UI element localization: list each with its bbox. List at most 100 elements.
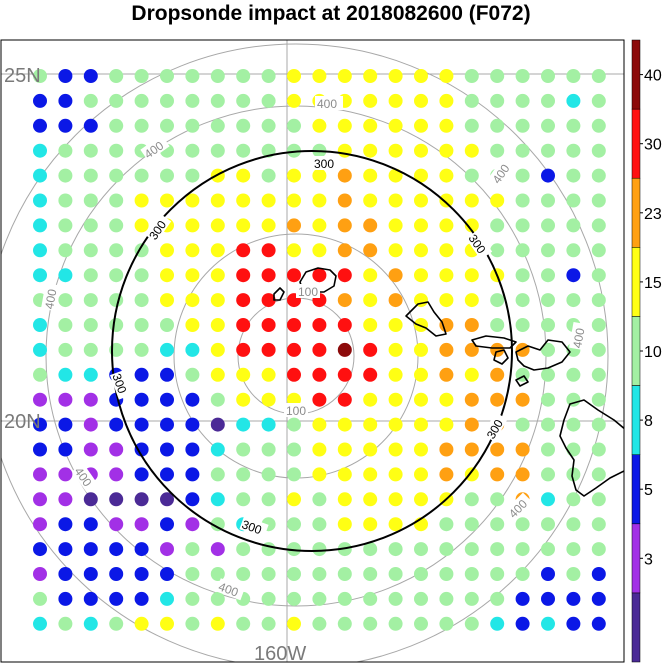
impact-dot [388,517,403,532]
impact-dot [414,69,428,83]
impact-dot [388,542,403,557]
impact-dot [566,517,581,532]
impact-dot [58,118,73,133]
impact-dot [566,243,581,258]
impact-dot [236,392,251,407]
impact-dot [160,492,174,507]
impact-dot [515,293,530,308]
impact-dot [464,367,479,382]
impact-dot [83,392,98,407]
impact-dot [541,268,555,283]
impact-dot [464,492,479,507]
impact-dot [134,591,149,606]
impact-dot [210,69,225,83]
impact-dot [414,193,428,208]
colorbar-tick-label: 40 [644,68,662,85]
impact-dot [312,318,327,332]
impact-dot [261,616,276,631]
impact-dot [464,542,479,557]
impact-dot [439,268,454,283]
impact-dot [261,69,276,83]
impact-dot [287,417,301,432]
impact-dot [541,168,555,183]
impact-dot [236,417,251,432]
colorbar-tick-label: 30 [644,137,662,154]
impact-dot [541,467,555,482]
impact-dot [388,243,403,258]
impact-dot [261,442,276,457]
colorbar-box [631,592,641,663]
impact-dot [464,268,479,283]
impact-dot [515,392,530,407]
impact-dot [185,168,200,183]
impact-dot [515,69,530,83]
impact-dot [464,342,479,357]
impact-dot [58,616,73,631]
impact-dot [261,318,276,332]
impact-dot [541,542,555,557]
impact-dot [566,542,581,557]
colorbar-boxes [631,39,641,663]
impact-dot [210,616,225,631]
impact-dot [541,616,555,631]
impact-dot [363,392,378,407]
impact-dot [58,467,73,482]
impact-dot [566,143,581,158]
impact-dot [33,118,47,133]
impact-dot [439,392,454,407]
impact-dot [287,542,301,557]
impact-dot [261,293,276,308]
impact-dot [261,492,276,507]
impact-dot [134,492,149,507]
contour-label-top: 300 [314,157,334,171]
impact-dot [160,367,174,382]
impact-dot [33,318,47,332]
impact-dot [58,542,73,557]
impact-dot [210,467,225,482]
impact-dot [591,567,606,581]
impact-dot [337,591,352,606]
impact-dot [236,318,251,332]
impact-dot [464,467,479,482]
impact-dot [337,243,352,258]
impact-dot [261,392,276,407]
impact-dot [591,492,606,507]
impact-dot [236,143,251,158]
impact-dot [591,243,606,258]
island-oahu [405,301,447,337]
impact-dot [185,591,200,606]
impact-dot [490,442,505,457]
impact-dot [261,243,276,258]
impact-dot [414,616,428,631]
impact-dot [337,268,352,283]
impact-dot [337,467,352,482]
impact-dot [439,342,454,357]
impact-dot [236,193,251,208]
impact-dot [58,243,73,258]
impact-dot [337,193,352,208]
impact-dot [414,118,428,133]
impact-dot [58,143,73,158]
impact-dot [134,118,149,133]
impact-dot [33,492,47,507]
impact-dot [185,392,200,407]
impact-dot [515,243,530,258]
impact-dot [591,143,606,158]
impact-dot [414,567,428,581]
colorbar-tick-label: 10 [644,344,662,361]
impact-dot [515,268,530,283]
impact-dot [312,517,327,532]
impact-dot [58,93,73,108]
impact-dot [312,542,327,557]
impact-dot [515,318,530,332]
impact-dot [541,492,555,507]
impact-dot [541,293,555,308]
impact-dot [388,567,403,581]
impact-dot [363,567,378,581]
impact-dot [287,318,301,332]
impact-dot [591,168,606,183]
impact-dot [414,417,428,432]
lat-label-20n: 20N [4,411,41,433]
